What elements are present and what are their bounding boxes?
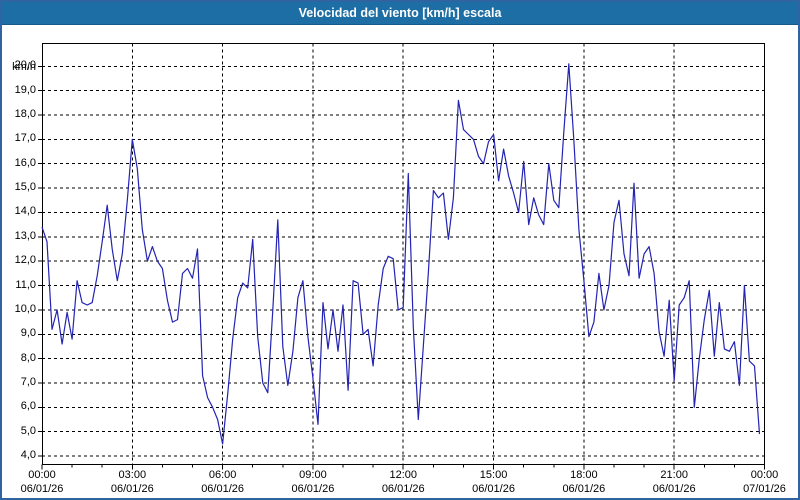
y-tick-label: 14,0 [14,205,36,218]
y-axis-unit-label: km/h [12,61,36,73]
x-tick-date-label: 06/01/26 [562,483,606,495]
x-tick-date-label: 06/01/26 [110,483,154,495]
chart-area: km/h 20,0 19,0 18,0 17,0 16,0 15,0 14,0 13,0 12,… [2,25,798,498]
x-tick-date-label: 06/01/26 [291,483,335,495]
x-tick-date-label: 06/01/26 [201,483,245,495]
x-tick-time-label: 15:00 [479,469,508,481]
x-tick-time-label: 21:00 [660,469,688,481]
x-tick-date-label: 06/01/26 [381,483,425,495]
x-tick-time-label: 03:00 [118,469,147,481]
chart-title-bar: Velocidad del viento [km/h] escala [2,2,798,25]
x-tick-time-label: 12:00 [389,469,417,481]
y-tick-label: 15,0 [14,181,36,194]
y-tick-label: 4,0 [20,449,36,462]
x-tick-time-label: 06:00 [208,469,237,481]
y-tick-label: 18,0 [14,108,36,121]
y-tick-label: 7,0 [20,375,36,388]
y-tick-label: 13,0 [14,229,36,242]
x-tick-time-label: 00:00 [750,469,779,481]
x-tick-date-label: 06/01/26 [20,483,64,495]
chart-title: Velocidad del viento [km/h] escala [298,6,502,20]
y-tick-label: 8,0 [20,351,36,364]
x-tick-date-label: 07/01/26 [743,483,786,495]
wind-speed-chart [38,43,765,470]
y-tick-label: 17,0 [14,132,36,145]
x-tick-time-label: 00:00 [28,469,56,481]
y-tick-label: 19,0 [14,83,36,96]
y-tick-label: 6,0 [20,400,36,413]
y-tick-label: 11,0 [15,278,36,291]
x-tick-date-label: 06/01/26 [472,483,515,495]
x-tick-time-label: 09:00 [299,469,327,481]
x-tick-date-label: 06/01/26 [652,483,696,495]
plot-border [42,43,765,465]
wind-speed-line-series [41,63,761,445]
y-tick-label: 20,0 [14,59,36,72]
y-tick-label: 16,0 [14,156,36,169]
y-tick-label: 12,0 [14,254,36,267]
y-tick-label: 5,0 [20,424,36,437]
y-tick-label: 9,0 [20,327,36,340]
y-tick-label: 10,0 [14,302,36,315]
x-tick-time-label: 18:00 [570,469,598,481]
